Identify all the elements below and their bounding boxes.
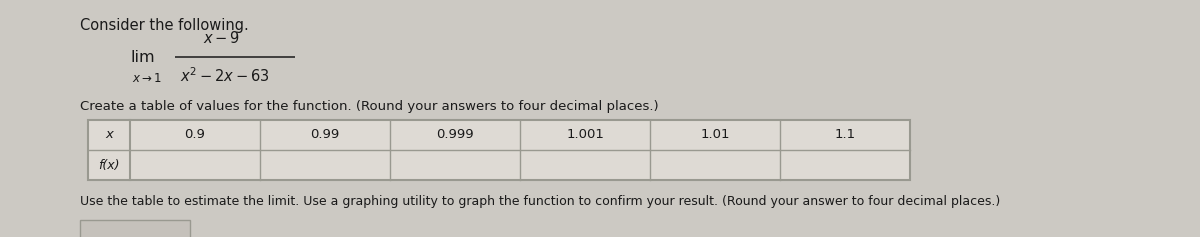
Text: 0.99: 0.99 bbox=[311, 128, 340, 141]
Bar bbox=[88, 120, 910, 180]
Text: 0.999: 0.999 bbox=[436, 128, 474, 141]
Text: Consider the following.: Consider the following. bbox=[80, 18, 248, 33]
Text: $x^2 - 2x - 63$: $x^2 - 2x - 63$ bbox=[180, 67, 270, 85]
Text: 1.01: 1.01 bbox=[701, 128, 730, 141]
Text: 1.1: 1.1 bbox=[834, 128, 856, 141]
Bar bbox=[80, 220, 190, 237]
Text: $x - 9$: $x - 9$ bbox=[203, 30, 240, 46]
Text: $x{\rightarrow}1$: $x{\rightarrow}1$ bbox=[132, 72, 162, 85]
Text: 0.9: 0.9 bbox=[185, 128, 205, 141]
Text: x: x bbox=[106, 128, 113, 141]
Text: 1.001: 1.001 bbox=[566, 128, 604, 141]
Bar bbox=[88, 120, 910, 180]
Text: lim: lim bbox=[130, 50, 155, 64]
Text: Create a table of values for the function. (Round your answers to four decimal p: Create a table of values for the functio… bbox=[80, 100, 659, 113]
Text: Use the table to estimate the limit. Use a graphing utility to graph the functio: Use the table to estimate the limit. Use… bbox=[80, 195, 1001, 208]
Text: f(x): f(x) bbox=[98, 159, 120, 172]
